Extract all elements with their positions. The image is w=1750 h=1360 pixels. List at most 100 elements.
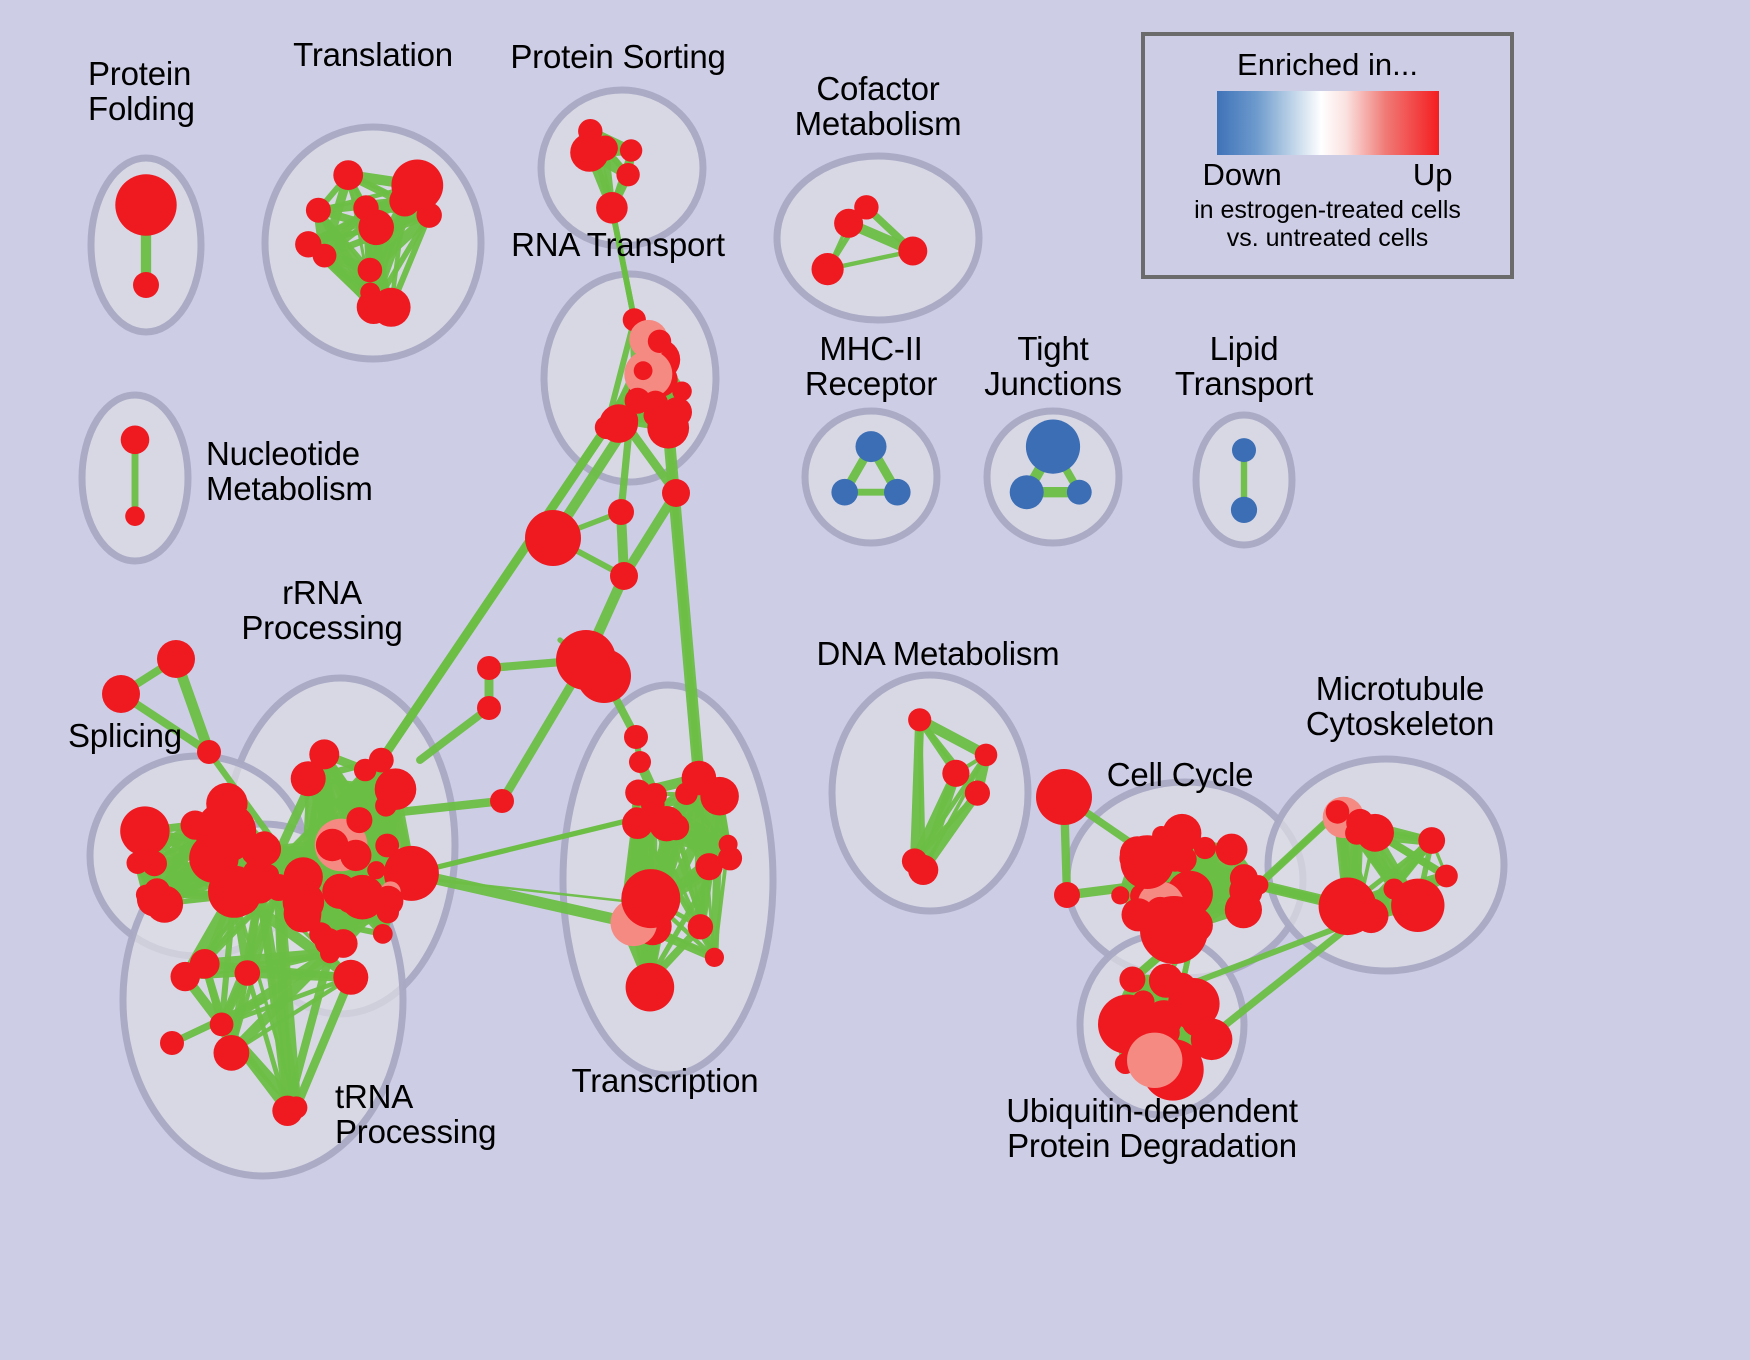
network-node[interactable]: [333, 160, 364, 191]
network-node[interactable]: [320, 943, 340, 964]
network-node[interactable]: [197, 740, 221, 764]
network-node[interactable]: [1435, 864, 1458, 888]
network-node[interactable]: [375, 833, 400, 858]
network-node[interactable]: [1119, 966, 1146, 993]
network-node[interactable]: [636, 973, 658, 996]
network-node[interactable]: [672, 381, 692, 402]
network-node[interactable]: [375, 795, 397, 817]
network-node[interactable]: [1120, 835, 1175, 889]
network-node[interactable]: [141, 851, 167, 877]
network-node[interactable]: [974, 743, 998, 767]
network-node[interactable]: [596, 192, 628, 224]
network-node[interactable]: [525, 510, 581, 566]
network-node[interactable]: [283, 857, 323, 897]
network-node[interactable]: [1111, 886, 1130, 905]
network-node[interactable]: [209, 1012, 234, 1037]
network-node[interactable]: [577, 649, 631, 703]
network-node[interactable]: [610, 562, 638, 590]
network-node[interactable]: [1230, 496, 1258, 523]
network-node[interactable]: [144, 878, 171, 905]
network-node[interactable]: [594, 415, 619, 440]
network-node[interactable]: [312, 243, 337, 268]
network-node[interactable]: [854, 195, 879, 220]
network-node[interactable]: [964, 780, 991, 806]
network-node[interactable]: [619, 139, 643, 162]
network-node[interactable]: [157, 640, 195, 678]
network-node[interactable]: [315, 828, 349, 862]
network-node[interactable]: [1345, 821, 1369, 845]
network-node[interactable]: [643, 783, 667, 807]
network-node[interactable]: [1181, 1007, 1211, 1037]
network-node[interactable]: [811, 253, 844, 286]
network-node[interactable]: [884, 478, 911, 506]
network-node[interactable]: [687, 914, 714, 940]
network-node[interactable]: [647, 329, 672, 353]
network-node[interactable]: [1054, 882, 1080, 908]
network-node[interactable]: [700, 776, 739, 816]
network-node[interactable]: [353, 195, 379, 221]
network-node[interactable]: [391, 159, 444, 212]
network-node[interactable]: [195, 801, 257, 863]
network-node[interactable]: [353, 758, 377, 782]
network-node[interactable]: [309, 739, 340, 770]
network-node[interactable]: [120, 806, 170, 856]
network-node[interactable]: [133, 272, 159, 298]
network-node[interactable]: [1167, 972, 1197, 1002]
network-node[interactable]: [251, 831, 277, 857]
network-node[interactable]: [625, 807, 648, 830]
network-node[interactable]: [234, 960, 261, 986]
network-node[interactable]: [1170, 846, 1197, 873]
network-node[interactable]: [213, 1035, 250, 1071]
network-node[interactable]: [1127, 1032, 1183, 1089]
network-node[interactable]: [616, 163, 640, 187]
network-node[interactable]: [621, 869, 681, 929]
network-node[interactable]: [1025, 419, 1081, 474]
network-node[interactable]: [189, 949, 220, 979]
network-node[interactable]: [1036, 769, 1092, 825]
network-node[interactable]: [608, 499, 634, 525]
network-node[interactable]: [1066, 479, 1092, 505]
network-node[interactable]: [648, 806, 685, 842]
network-node[interactable]: [333, 959, 369, 995]
network-node[interactable]: [305, 197, 331, 223]
network-node[interactable]: [662, 479, 690, 507]
network-node[interactable]: [373, 885, 404, 917]
network-node[interactable]: [272, 1095, 303, 1127]
network-node[interactable]: [102, 675, 140, 713]
network-node[interactable]: [490, 789, 514, 813]
network-node[interactable]: [372, 924, 393, 944]
network-node[interactable]: [360, 282, 381, 303]
network-node[interactable]: [208, 865, 261, 918]
network-node[interactable]: [629, 751, 651, 773]
network-node[interactable]: [309, 922, 333, 946]
network-node[interactable]: [1356, 813, 1394, 852]
network-node[interactable]: [1248, 875, 1269, 895]
network-node[interactable]: [624, 725, 648, 749]
network-node[interactable]: [1318, 877, 1377, 936]
network-node[interactable]: [1232, 438, 1256, 463]
network-node[interactable]: [283, 894, 322, 933]
network-node[interactable]: [125, 506, 145, 526]
network-node[interactable]: [831, 478, 858, 506]
network-node[interactable]: [115, 174, 177, 236]
network-node[interactable]: [1215, 833, 1248, 866]
network-node[interactable]: [901, 848, 928, 874]
network-node[interactable]: [1391, 878, 1445, 932]
network-node[interactable]: [367, 861, 386, 880]
network-node[interactable]: [160, 1031, 184, 1055]
network-node[interactable]: [126, 852, 149, 874]
network-node[interactable]: [1009, 475, 1044, 510]
network-node[interactable]: [908, 708, 932, 732]
network-node[interactable]: [942, 759, 970, 787]
network-node[interactable]: [322, 873, 358, 910]
network-node[interactable]: [244, 873, 276, 904]
network-node[interactable]: [695, 853, 723, 881]
network-node[interactable]: [898, 236, 928, 266]
network-node[interactable]: [290, 761, 326, 797]
network-node[interactable]: [1106, 1007, 1126, 1027]
network-node[interactable]: [477, 656, 501, 680]
network-node[interactable]: [662, 397, 692, 428]
network-node[interactable]: [718, 834, 738, 854]
network-node[interactable]: [1193, 836, 1217, 860]
network-node[interactable]: [834, 208, 864, 238]
